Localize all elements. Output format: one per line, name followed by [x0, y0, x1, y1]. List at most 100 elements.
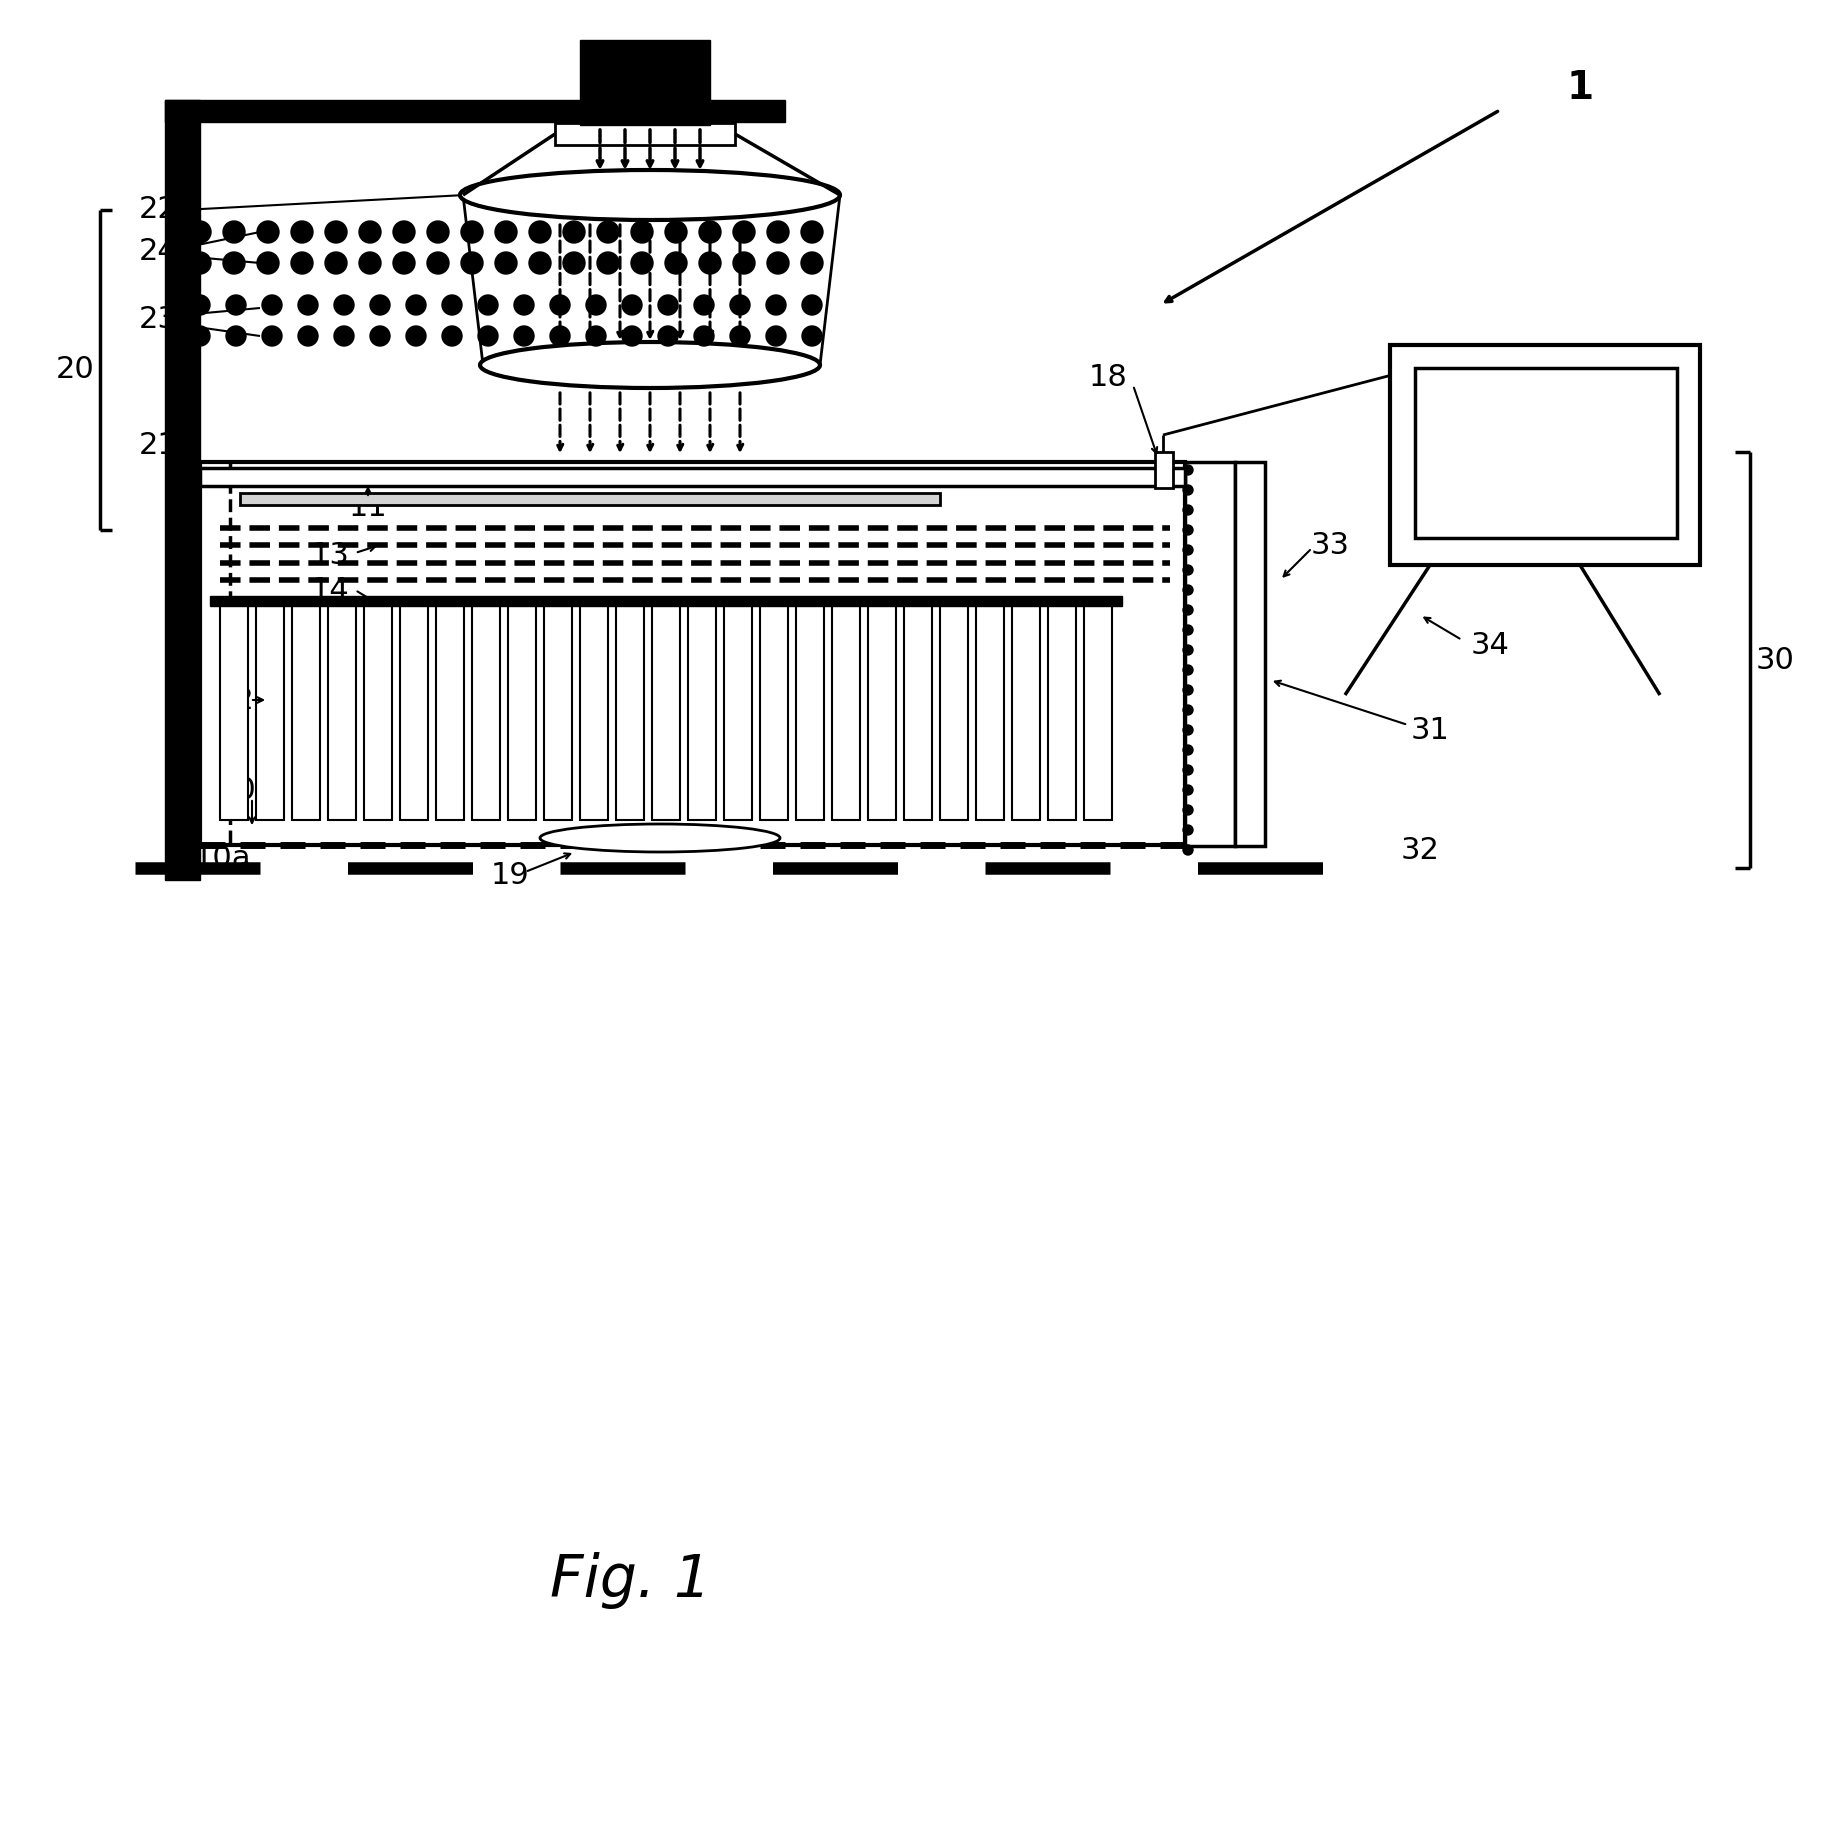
Circle shape: [700, 221, 722, 243]
Circle shape: [729, 295, 749, 315]
Text: 20: 20: [55, 356, 94, 385]
Circle shape: [1183, 785, 1193, 796]
Bar: [977, 600, 1004, 820]
Circle shape: [513, 326, 533, 346]
Circle shape: [1183, 726, 1193, 735]
Bar: [436, 600, 463, 820]
Circle shape: [631, 221, 653, 243]
Text: 13: 13: [310, 540, 349, 569]
Bar: [580, 41, 711, 125]
Circle shape: [1183, 845, 1193, 855]
Circle shape: [1183, 624, 1193, 635]
Circle shape: [1183, 764, 1193, 775]
Bar: [761, 600, 788, 820]
Circle shape: [596, 252, 618, 274]
Circle shape: [369, 295, 390, 315]
Text: 34: 34: [1471, 630, 1510, 659]
Ellipse shape: [460, 169, 840, 219]
Circle shape: [225, 326, 246, 346]
Circle shape: [257, 221, 279, 243]
Circle shape: [801, 252, 823, 274]
Circle shape: [426, 252, 449, 274]
Circle shape: [801, 295, 821, 315]
Bar: [257, 600, 284, 820]
Circle shape: [766, 326, 786, 346]
Bar: [164, 99, 785, 122]
Bar: [240, 494, 940, 505]
Bar: [1390, 344, 1700, 565]
Circle shape: [478, 326, 498, 346]
Text: 30: 30: [1756, 645, 1794, 674]
Bar: [210, 597, 1122, 606]
Circle shape: [665, 252, 687, 274]
Text: 1: 1: [1567, 68, 1593, 107]
Text: 11: 11: [349, 492, 388, 521]
Bar: [1012, 600, 1039, 820]
Bar: [364, 600, 391, 820]
Circle shape: [495, 221, 517, 243]
Circle shape: [585, 326, 605, 346]
Circle shape: [530, 221, 550, 243]
Circle shape: [297, 295, 318, 315]
Circle shape: [325, 252, 347, 274]
Circle shape: [1183, 565, 1193, 575]
Circle shape: [1183, 705, 1193, 715]
Bar: [473, 600, 500, 820]
Circle shape: [406, 326, 426, 346]
Circle shape: [550, 295, 570, 315]
Bar: [220, 600, 247, 820]
Text: 19: 19: [491, 860, 530, 890]
Ellipse shape: [541, 823, 781, 853]
Circle shape: [462, 221, 484, 243]
Text: 14: 14: [310, 575, 349, 604]
Circle shape: [393, 221, 415, 243]
Circle shape: [495, 252, 517, 274]
Bar: [868, 600, 895, 820]
Text: 12: 12: [216, 685, 255, 715]
Circle shape: [369, 326, 390, 346]
Bar: [1084, 600, 1111, 820]
Circle shape: [1183, 825, 1193, 834]
Bar: [796, 600, 823, 820]
Circle shape: [188, 221, 210, 243]
Bar: [1185, 462, 1235, 845]
Circle shape: [334, 326, 354, 346]
Circle shape: [563, 221, 585, 243]
Bar: [1049, 600, 1076, 820]
Bar: [199, 462, 1185, 845]
Bar: [164, 99, 199, 880]
Text: 31: 31: [1410, 715, 1449, 744]
Circle shape: [700, 252, 722, 274]
Circle shape: [225, 295, 246, 315]
Text: 23: 23: [138, 306, 177, 335]
Text: 24: 24: [138, 238, 177, 267]
Circle shape: [801, 221, 823, 243]
Ellipse shape: [480, 343, 820, 389]
Bar: [580, 600, 607, 820]
Circle shape: [190, 295, 210, 315]
Bar: [401, 600, 428, 820]
Circle shape: [1183, 525, 1193, 534]
Circle shape: [188, 252, 210, 274]
Circle shape: [223, 252, 246, 274]
Circle shape: [257, 252, 279, 274]
Circle shape: [1183, 665, 1193, 674]
Circle shape: [657, 295, 677, 315]
Circle shape: [1183, 744, 1193, 755]
Circle shape: [478, 295, 498, 315]
Circle shape: [733, 252, 755, 274]
Circle shape: [1183, 545, 1193, 554]
Circle shape: [530, 252, 550, 274]
Circle shape: [358, 221, 380, 243]
Circle shape: [766, 295, 786, 315]
Bar: [905, 600, 932, 820]
Circle shape: [631, 252, 653, 274]
Circle shape: [462, 252, 484, 274]
Bar: [329, 600, 356, 820]
Circle shape: [563, 252, 585, 274]
Text: 10: 10: [218, 775, 257, 805]
Circle shape: [393, 252, 415, 274]
Bar: [1235, 462, 1265, 845]
Circle shape: [1183, 645, 1193, 656]
Circle shape: [292, 252, 314, 274]
